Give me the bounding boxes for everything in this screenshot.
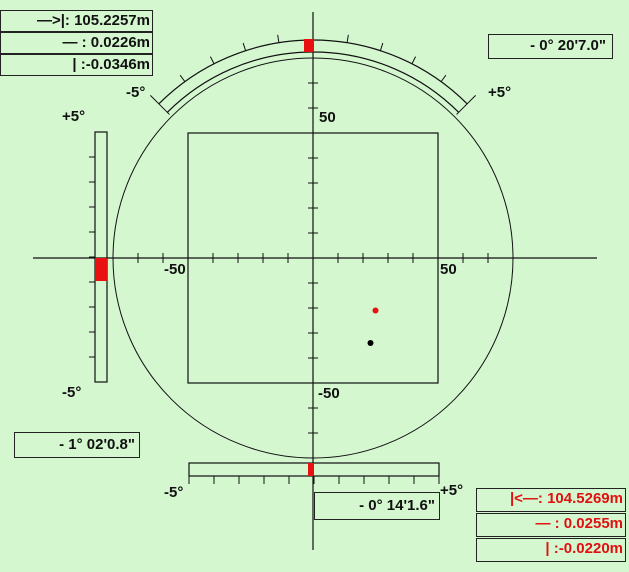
distance-readout-top: —>|: 105.2257m	[0, 10, 153, 32]
top-scale-min: -5°	[126, 84, 146, 101]
top-scale-tick	[179, 74, 186, 82]
left-scale-min: -5°	[62, 384, 82, 401]
x-axis-label-neg: -50	[164, 261, 186, 278]
target-point	[372, 307, 379, 314]
y-axis-label-neg: -50	[318, 385, 340, 402]
top-tilt-marker	[304, 39, 314, 52]
bottom-scale-min: -5°	[164, 484, 184, 501]
top-scale-tick	[150, 95, 170, 115]
top-scale-tick	[277, 34, 280, 43]
top-scale-tick	[346, 34, 349, 43]
bottom-angle-readout: - 0° 14'1.6"	[314, 492, 440, 520]
bottom-tilt-marker	[308, 463, 314, 476]
horizontal-readout-bottom: — : 0.0255m	[476, 513, 626, 537]
y-axis-label-pos: 50	[319, 109, 336, 126]
left-tilt-marker	[95, 258, 107, 281]
horizontal-readout-top: — : 0.0226m	[0, 32, 153, 54]
top-scale-max: +5°	[488, 84, 512, 101]
top-scale-tick	[411, 56, 417, 64]
scope-circle	[112, 57, 514, 459]
top-scale-tick	[379, 42, 384, 51]
left-scale-max: +5°	[62, 108, 86, 125]
distance-readout-bottom: |<—: 104.5269m	[476, 488, 626, 512]
vertical-readout-bottom: | :-0.0220m	[476, 538, 626, 562]
target-point	[367, 340, 374, 346]
vertical-readout-top: | :-0.0346m	[0, 54, 153, 76]
left-scale-bar	[94, 131, 108, 383]
top-scale-tick	[209, 56, 215, 64]
bottom-scale-max: +5°	[440, 482, 464, 499]
x-axis-label-pos: 50	[440, 261, 457, 278]
left-angle-readout: - 1° 02'0.8"	[14, 432, 140, 458]
top-scale-tick	[242, 42, 247, 51]
top-angle-readout: - 0° 20'7.0"	[488, 34, 613, 59]
top-scale-tick	[456, 95, 476, 115]
top-scale-tick	[440, 74, 447, 82]
